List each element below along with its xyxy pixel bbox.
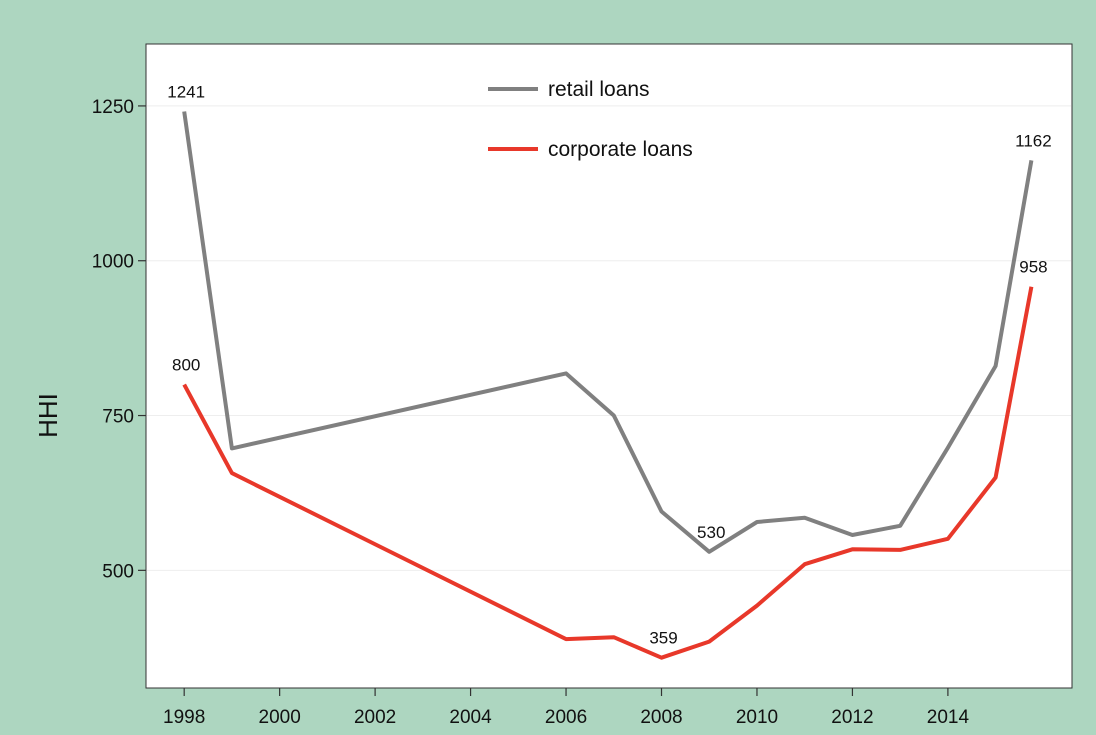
x-tick-label: 2006 [545, 707, 587, 728]
legend-label: corporate loans [548, 138, 693, 161]
corporate-loans-line [182, 286, 1034, 660]
legend: retail loans corporate loans [488, 78, 693, 161]
data-label: 1162 [1015, 131, 1052, 150]
data-labels: 1241 530 1162 800 359 958 [167, 82, 1051, 647]
x-tick-label: 2004 [449, 707, 492, 728]
y-tick-label: 750 [102, 407, 134, 428]
series-lines [182, 111, 1034, 660]
x-tick-label: 2002 [354, 707, 396, 728]
x-tick-label: 2000 [259, 707, 301, 728]
data-label: 530 [697, 523, 725, 542]
y-tick-label: 1000 [92, 252, 134, 273]
data-label: 958 [1019, 258, 1047, 277]
legend-label: retail loans [548, 78, 650, 101]
y-tick-label: 1250 [92, 97, 134, 118]
data-label: 1241 [167, 82, 205, 101]
axes: 500 750 1000 1250 1998 2000 2002 2004 2006 2008 20… [92, 97, 970, 728]
x-tick-label: 2008 [640, 707, 682, 728]
x-tick-label: 2010 [736, 707, 778, 728]
x-tick-label: 1998 [163, 707, 205, 728]
x-tick-label: 2014 [927, 707, 970, 728]
y-tick-label: 500 [102, 561, 134, 582]
data-label: 359 [649, 629, 677, 648]
gridlines [147, 105, 1071, 571]
retail-loans-line [182, 111, 1034, 554]
data-label: 800 [172, 356, 200, 375]
x-tick-label: 2012 [831, 707, 873, 728]
y-axis-title: HHI [33, 393, 63, 438]
plot-area [145, 43, 1073, 689]
